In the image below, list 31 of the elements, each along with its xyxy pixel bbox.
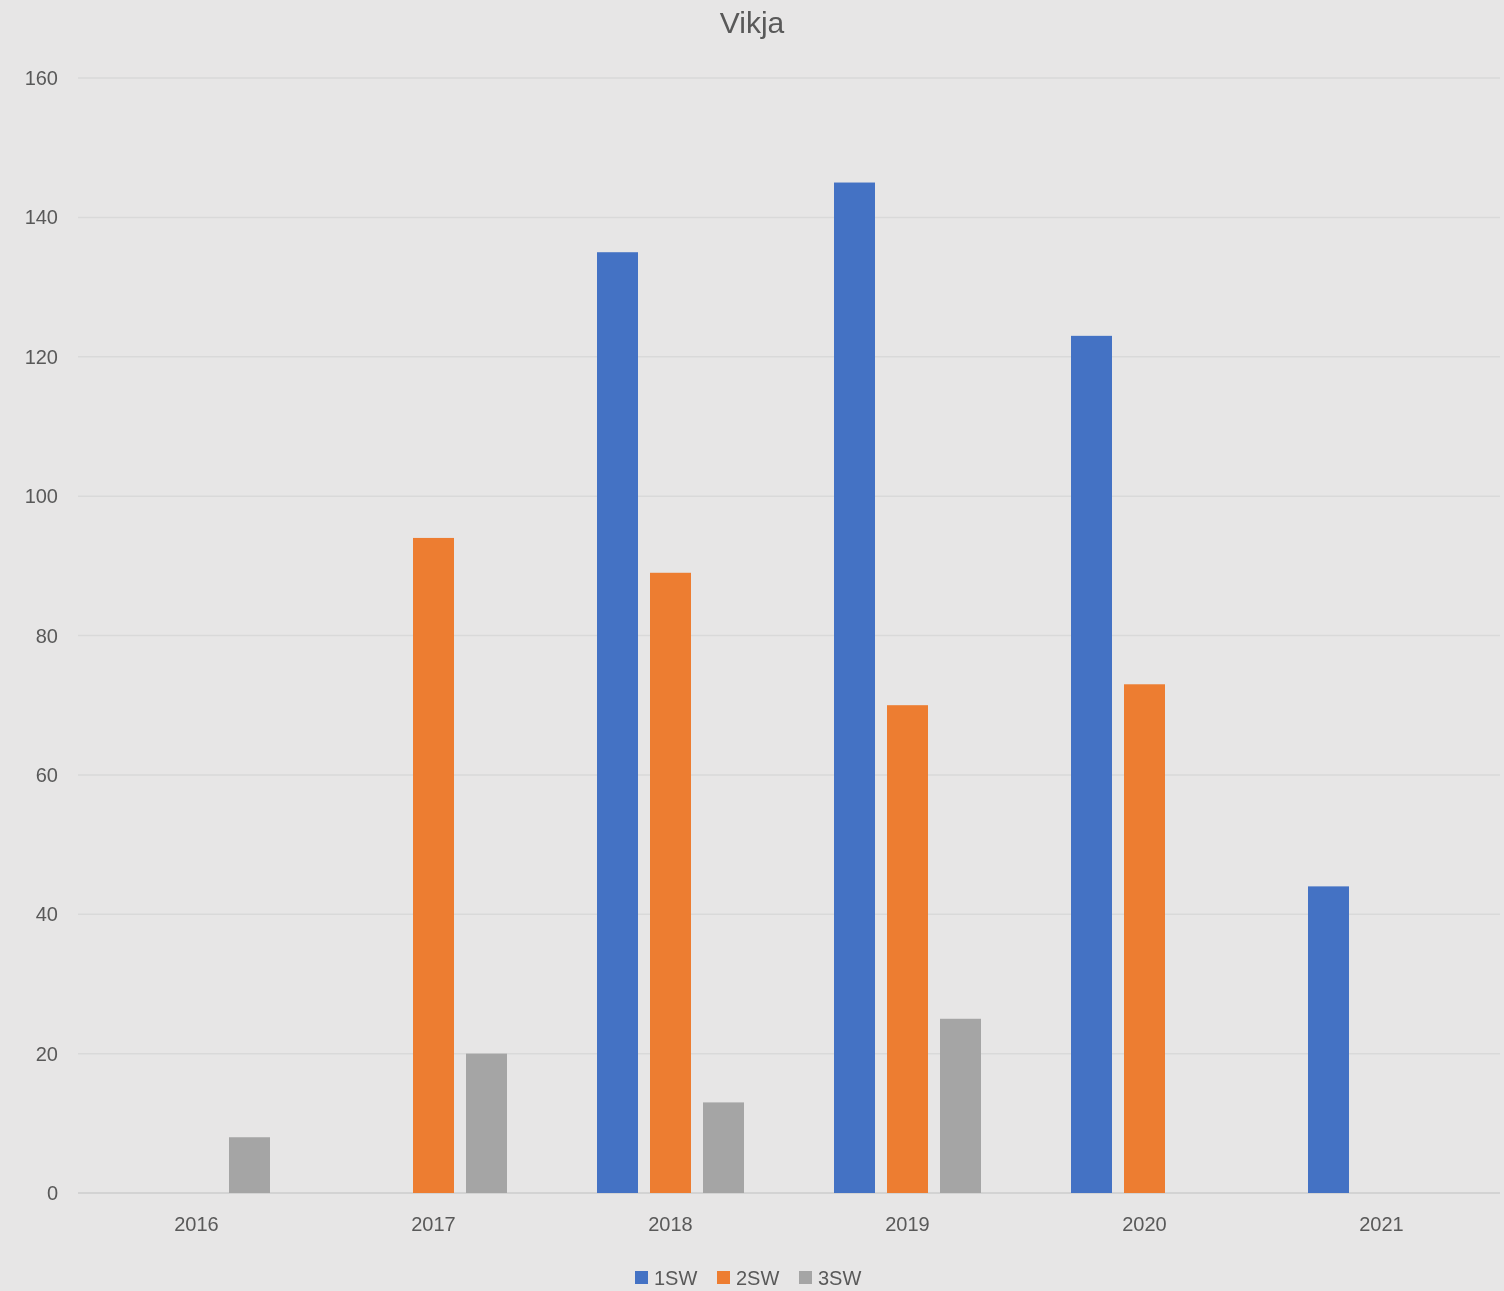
bar xyxy=(466,1053,507,1193)
y-tick-label: 100 xyxy=(24,485,58,508)
bar xyxy=(1124,684,1165,1193)
x-tick-label: 2019 xyxy=(885,1213,930,1235)
bar xyxy=(1071,335,1112,1193)
legend-label: 2SW xyxy=(736,1267,780,1289)
y-tick-label: 40 xyxy=(35,903,58,926)
bar xyxy=(597,252,638,1193)
bar xyxy=(229,1137,270,1193)
bar xyxy=(1308,886,1349,1193)
x-tick-label: 2018 xyxy=(648,1213,693,1235)
x-tick-label: 2016 xyxy=(174,1213,219,1235)
chart-title: Vikja xyxy=(719,6,785,39)
y-tick-label: 140 xyxy=(24,206,58,229)
x-tick-label: 2020 xyxy=(1122,1213,1167,1235)
y-tick-label: 20 xyxy=(35,1042,58,1065)
bar xyxy=(940,1018,981,1193)
x-tick-label: 2017 xyxy=(411,1213,456,1235)
y-tick-label: 60 xyxy=(35,763,58,786)
legend-label: 3SW xyxy=(818,1267,862,1289)
y-tick-label: 160 xyxy=(24,67,58,89)
bar xyxy=(834,182,875,1193)
legend-label: 1SW xyxy=(654,1267,698,1289)
bar xyxy=(703,1102,744,1193)
bar xyxy=(413,537,454,1193)
y-tick-label: 0 xyxy=(46,1182,58,1204)
bar xyxy=(650,572,691,1193)
x-tick-label: 2021 xyxy=(1359,1213,1404,1235)
bar xyxy=(887,705,928,1193)
y-tick-label: 120 xyxy=(24,345,58,368)
y-tick-label: 80 xyxy=(35,624,58,647)
